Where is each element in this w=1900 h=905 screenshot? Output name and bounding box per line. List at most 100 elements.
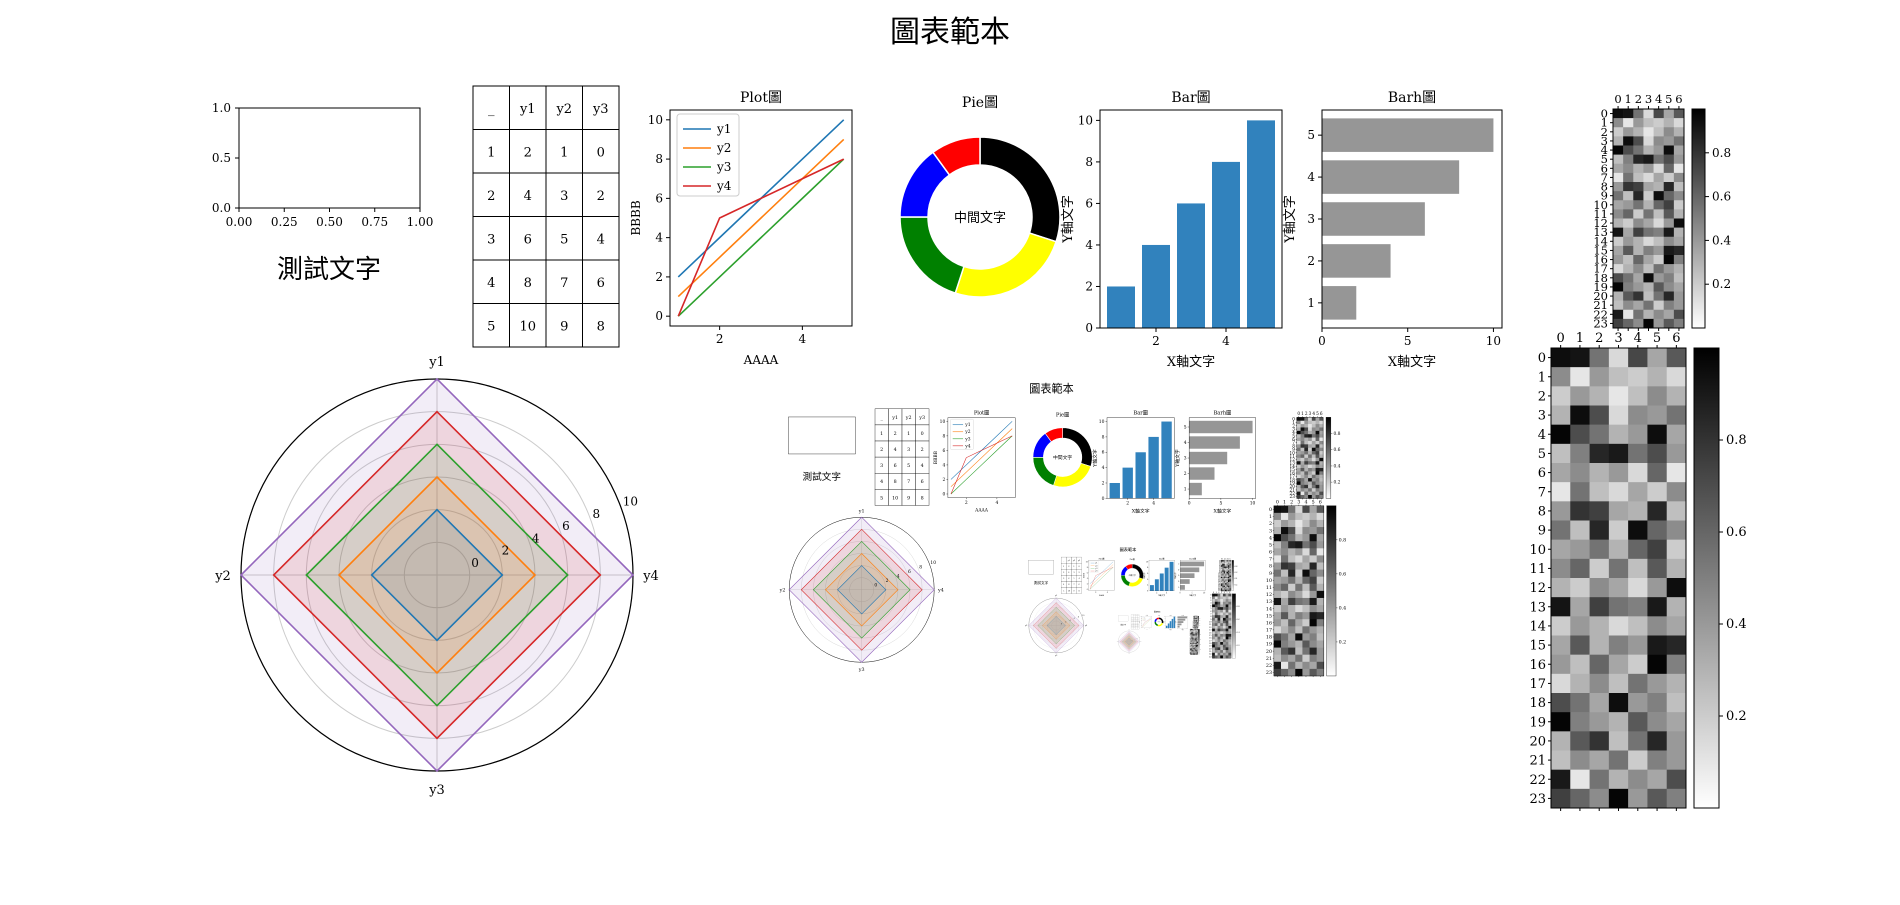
heatmap-cell bbox=[1226, 573, 1229, 575]
heatmap-row-label: 10 bbox=[1290, 451, 1296, 456]
heatmap-cell bbox=[1295, 583, 1303, 592]
heatmap-cell bbox=[1623, 218, 1634, 228]
heatmap-cell bbox=[1223, 566, 1226, 569]
colorbar bbox=[1198, 629, 1200, 655]
heatmap-row-label: 15 bbox=[1189, 645, 1190, 647]
heatmap-cell bbox=[1229, 581, 1232, 584]
heatmap-cell bbox=[1212, 647, 1216, 651]
heatmap-row-label: 22 bbox=[1189, 652, 1190, 654]
heatmap-cell bbox=[1663, 118, 1675, 128]
heatmap-cell bbox=[1222, 567, 1224, 570]
heatmap-cell bbox=[1623, 236, 1634, 247]
heatmap-cell bbox=[1194, 618, 1196, 620]
heatmap-cell bbox=[1315, 427, 1320, 432]
line-chart-title: Plot圖 bbox=[1146, 614, 1149, 617]
heatmap-row-label: 20 bbox=[1209, 648, 1212, 650]
heatmap-cell bbox=[1315, 447, 1320, 452]
heatmap-cell bbox=[1196, 630, 1199, 632]
heatmap-cell bbox=[1570, 501, 1590, 521]
pie-slice bbox=[979, 136, 1061, 243]
table-cell bbox=[509, 129, 547, 174]
heatmap-cell bbox=[1222, 580, 1224, 583]
heatmap-cell bbox=[1613, 227, 1624, 238]
heatmap-cell bbox=[1228, 612, 1232, 616]
heatmap-cell bbox=[1316, 527, 1325, 535]
heatmap-cell bbox=[1608, 367, 1629, 387]
heatmap-row-label: 18 bbox=[1193, 625, 1194, 627]
heatmap-row-label: 19 bbox=[1218, 585, 1220, 587]
heatmap-cell bbox=[1570, 558, 1590, 579]
heatmap-cell bbox=[1222, 583, 1224, 585]
heatmap-cell bbox=[1212, 625, 1216, 629]
heatmap-cell bbox=[1196, 626, 1198, 628]
heatmap-col-label: 1 bbox=[1576, 331, 1584, 346]
heatmap-cell bbox=[1304, 454, 1309, 459]
heatmap-cell bbox=[1195, 618, 1197, 619]
thumb-table-text: 10 bbox=[1068, 590, 1071, 592]
barh-xtick-label: 5 bbox=[1404, 334, 1412, 348]
line-ytick-label: 6 bbox=[655, 191, 663, 205]
barh-xtick-label: 0 bbox=[1188, 502, 1191, 507]
heatmap-cell bbox=[1653, 163, 1665, 174]
heatmap-cell bbox=[1194, 627, 1196, 628]
line-chart-title: Plot圖 bbox=[1099, 556, 1105, 560]
heatmap-cell bbox=[1304, 481, 1309, 486]
data-table: _ y1 y2 y31 2 1 02 4 3 23 6 5 44 8 7 65 10 9 8 bbox=[472, 85, 620, 348]
table-cell-text: 2 bbox=[487, 189, 495, 204]
heatmap-cell bbox=[1217, 633, 1221, 637]
radar-r-tick-label: 8 bbox=[919, 566, 922, 571]
heatmap-col-label: 6 bbox=[1229, 592, 1231, 594]
heatmap-cell bbox=[1217, 631, 1221, 635]
heatmap-cell bbox=[1228, 631, 1232, 635]
heatmap-col-label: 5 bbox=[1312, 500, 1315, 506]
thumb-table-text: 6 bbox=[921, 479, 924, 485]
radar-r-tick-label: 0 bbox=[1061, 623, 1062, 625]
heatmap-row-label: 8 bbox=[1292, 445, 1295, 450]
heatmap-cell bbox=[1196, 631, 1199, 633]
heatmap-cell bbox=[1195, 643, 1197, 646]
heatmap-cell bbox=[1613, 291, 1624, 301]
heatmap-row-label: 17 bbox=[1189, 647, 1190, 649]
heatmap-cell bbox=[1316, 597, 1325, 606]
heatmap-cell bbox=[1300, 461, 1305, 465]
radar-r-tick-label: 0 bbox=[471, 556, 479, 570]
heatmap-cell bbox=[1220, 601, 1224, 605]
heatmap-cell bbox=[1229, 560, 1232, 562]
heatmap-cell bbox=[1212, 601, 1216, 605]
colorbar-tick-label: 0.2 bbox=[1235, 584, 1238, 586]
thumb-table-text: _ bbox=[1063, 560, 1064, 562]
heatmap-cell bbox=[1194, 636, 1196, 638]
heatmap-cell bbox=[1214, 593, 1218, 597]
heatmap-cell bbox=[1653, 255, 1665, 265]
heatmap-cell bbox=[1222, 607, 1226, 611]
heatmap-cell bbox=[1225, 612, 1229, 616]
heatmap-cell bbox=[1217, 599, 1221, 603]
heatmap-cell bbox=[1295, 505, 1303, 514]
heatmap-cell bbox=[1225, 579, 1227, 581]
heatmap-cell bbox=[1195, 622, 1197, 623]
heatmap-cell bbox=[1608, 443, 1629, 464]
heatmap-col-label: 3 bbox=[1221, 592, 1223, 594]
empty-xtick-label: 0.75 bbox=[361, 215, 388, 229]
heatmap-cell bbox=[1643, 273, 1654, 283]
heatmap-cell bbox=[1673, 218, 1685, 228]
heatmap-row-label: 23 bbox=[1218, 590, 1220, 592]
heatmap-cell bbox=[1302, 619, 1310, 627]
heatmap-cell bbox=[1193, 646, 1195, 648]
heatmap-cell bbox=[1309, 647, 1317, 655]
barh-bar bbox=[1189, 467, 1215, 480]
heatmap-cell bbox=[1589, 769, 1610, 790]
table-cell-text: 8 bbox=[597, 319, 605, 334]
heatmap-cell bbox=[1308, 427, 1313, 432]
heatmap-cell bbox=[1226, 580, 1229, 583]
thumb-empty-axes bbox=[1118, 615, 1129, 622]
heatmap-cell bbox=[1212, 652, 1216, 656]
heatmap-cell bbox=[1193, 621, 1195, 622]
heatmap-col-label: 2 bbox=[1595, 331, 1603, 346]
heatmap-cell bbox=[1643, 218, 1654, 228]
barh-chart-title: Barh圖 bbox=[1189, 556, 1196, 560]
heatmap-cell bbox=[1316, 605, 1325, 613]
heatmap-cell bbox=[1194, 622, 1196, 624]
heatmap-cell bbox=[1300, 417, 1305, 422]
